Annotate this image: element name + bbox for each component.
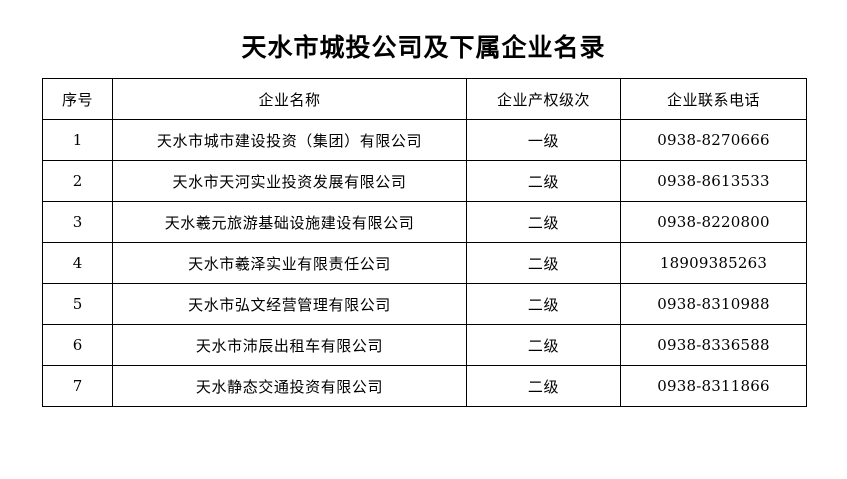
cell-level: 二级: [466, 283, 621, 325]
table-header-row: 序号 企业名称 企业产权级次 企业联系电话: [42, 78, 807, 120]
table-row: 7 天水静态交通投资有限公司 二级 0938-8311866: [42, 365, 807, 407]
page-title: 天水市城投公司及下属企业名录: [241, 33, 606, 62]
table-row: 1 天水市城市建设投资（集团）有限公司 一级 0938-8270666: [42, 119, 807, 161]
cell-phone: 0938-8613533: [620, 160, 807, 202]
cell-name: 天水静态交通投资有限公司: [112, 365, 467, 407]
column-header-seq: 序号: [42, 78, 113, 120]
cell-level: 二级: [466, 242, 621, 284]
cell-level: 二级: [466, 160, 621, 202]
cell-level: 一级: [466, 119, 621, 161]
table-row: 6 天水市沛辰出租车有限公司 二级 0938-8336588: [42, 324, 807, 366]
cell-seq: 3: [42, 201, 113, 243]
cell-name: 天水羲元旅游基础设施建设有限公司: [112, 201, 467, 243]
cell-seq: 6: [42, 324, 113, 366]
column-header-phone: 企业联系电话: [620, 78, 807, 120]
cell-level: 二级: [466, 201, 621, 243]
cell-phone: 0938-8270666: [620, 119, 807, 161]
cell-level: 二级: [466, 324, 621, 366]
cell-level: 二级: [466, 365, 621, 407]
cell-name: 天水市天河实业投资发展有限公司: [112, 160, 467, 202]
table-row: 2 天水市天河实业投资发展有限公司 二级 0938-8613533: [42, 160, 807, 202]
cell-phone: 0938-8336588: [620, 324, 807, 366]
company-directory-table-container: 序号 企业名称 企业产权级次 企业联系电话 1 天水市城市建设投资（集团）有限公…: [42, 78, 807, 407]
table-row: 3 天水羲元旅游基础设施建设有限公司 二级 0938-8220800: [42, 201, 807, 243]
table-header: 序号 企业名称 企业产权级次 企业联系电话: [42, 78, 807, 120]
column-header-level: 企业产权级次: [466, 78, 621, 120]
cell-phone: 0938-8220800: [620, 201, 807, 243]
cell-seq: 1: [42, 119, 113, 161]
cell-seq: 2: [42, 160, 113, 202]
table-row: 4 天水市羲泽实业有限责任公司 二级 18909385263: [42, 242, 807, 284]
cell-phone: 0938-8310988: [620, 283, 807, 325]
cell-name: 天水市沛辰出租车有限公司: [112, 324, 467, 366]
cell-name: 天水市羲泽实业有限责任公司: [112, 242, 467, 284]
column-header-name: 企业名称: [112, 78, 467, 120]
cell-name: 天水市城市建设投资（集团）有限公司: [112, 119, 467, 161]
cell-phone: 18909385263: [620, 242, 807, 284]
cell-seq: 7: [42, 365, 113, 407]
cell-seq: 4: [42, 242, 113, 284]
company-directory-table: 序号 企业名称 企业产权级次 企业联系电话 1 天水市城市建设投资（集团）有限公…: [42, 78, 807, 407]
table-body: 1 天水市城市建设投资（集团）有限公司 一级 0938-8270666 2 天水…: [42, 119, 807, 407]
table-row: 5 天水市弘文经营管理有限公司 二级 0938-8310988: [42, 283, 807, 325]
cell-seq: 5: [42, 283, 113, 325]
cell-phone: 0938-8311866: [620, 365, 807, 407]
cell-name: 天水市弘文经营管理有限公司: [112, 283, 467, 325]
